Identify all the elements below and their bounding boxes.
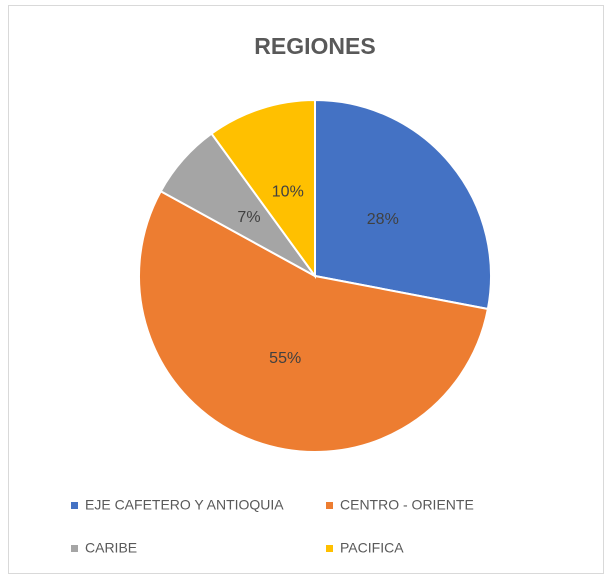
legend-swatch [71,502,78,509]
legend-label: PACIFICA [340,540,404,556]
data-label: 55% [269,350,301,367]
pie-slice [138,189,490,453]
legend-label: CENTRO - ORIENTE [340,497,474,513]
legend-swatch [71,545,78,552]
legend-swatch [326,545,333,552]
pie-slice [314,98,492,311]
data-label: 7% [237,209,260,226]
data-label: 10% [272,184,304,201]
pie-slice [210,98,316,280]
legend-label: CARIBE [85,540,137,556]
data-label: 28% [367,211,399,228]
legend-label: EJE CAFETERO Y ANTIOQUIA [85,497,284,513]
chart-title: REGIONES [254,33,375,59]
legend-swatch [326,502,333,509]
